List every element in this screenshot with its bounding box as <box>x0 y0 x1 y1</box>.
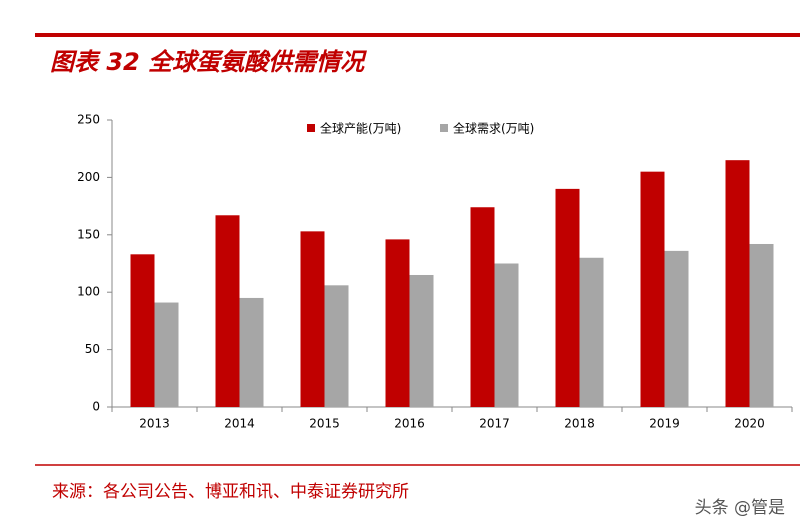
x-tick-label: 2019 <box>649 417 680 431</box>
y-tick-label: 100 <box>77 285 100 299</box>
bar <box>749 243 774 407</box>
bar <box>130 254 155 407</box>
bar <box>555 188 580 407</box>
bar <box>640 171 665 407</box>
bar <box>239 297 264 407</box>
x-tick-label: 2020 <box>734 417 765 431</box>
bar <box>385 239 410 407</box>
bar <box>579 257 604 407</box>
bar <box>470 207 495 407</box>
bar <box>215 215 240 407</box>
source: 来源：各公司公告、博亚和讯、中泰证券研究所 <box>52 482 409 502</box>
legend-swatch <box>440 124 448 132</box>
x-tick-label: 2014 <box>224 417 255 431</box>
watermark: 头条 @管是 <box>695 498 785 518</box>
y-tick-label: 250 <box>77 113 100 127</box>
legend-label: 全球需求(万吨) <box>453 121 534 136</box>
y-tick-label: 200 <box>77 170 100 184</box>
x-tick-label: 2018 <box>564 417 595 431</box>
bar <box>664 250 689 407</box>
bar <box>409 274 434 407</box>
y-tick-label: 50 <box>85 342 100 356</box>
bar <box>725 160 750 407</box>
bar <box>494 263 519 407</box>
x-tick-label: 2013 <box>139 417 170 431</box>
bar <box>300 231 325 407</box>
y-tick-label: 150 <box>77 227 100 241</box>
legend-swatch <box>307 124 315 132</box>
bar <box>324 285 349 407</box>
bar <box>154 302 179 407</box>
title-rule <box>35 33 800 37</box>
chart-title: 图表 32 全球蛋氨酸供需情况 <box>50 48 367 76</box>
x-tick-label: 2015 <box>309 417 340 431</box>
x-tick-label: 2016 <box>394 417 425 431</box>
legend-label: 全球产能(万吨) <box>320 121 401 136</box>
y-tick-label: 0 <box>92 400 100 414</box>
x-tick-label: 2017 <box>479 417 510 431</box>
